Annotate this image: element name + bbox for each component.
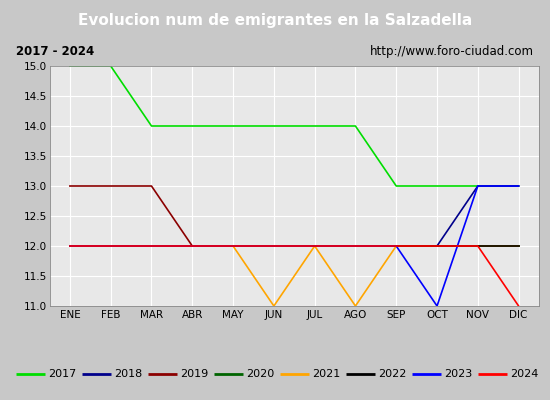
Text: 2017: 2017 [48,369,76,379]
Text: 2024: 2024 [510,369,538,379]
Text: 2022: 2022 [378,369,406,379]
Text: 2023: 2023 [444,369,472,379]
Text: 2017 - 2024: 2017 - 2024 [16,45,95,58]
Text: http://www.foro-ciudad.com: http://www.foro-ciudad.com [370,45,534,58]
Text: 2018: 2018 [114,369,142,379]
Text: 2019: 2019 [180,369,208,379]
Text: 2020: 2020 [246,369,274,379]
Text: Evolucion num de emigrantes en la Salzadella: Evolucion num de emigrantes en la Salzad… [78,14,472,28]
Text: 2021: 2021 [312,369,340,379]
